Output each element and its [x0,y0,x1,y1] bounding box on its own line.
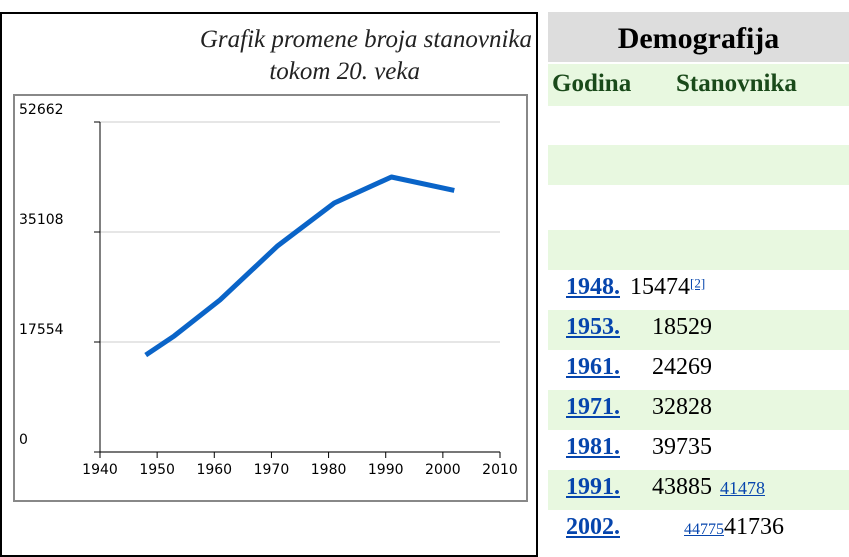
table-row: 1991. 43885 41478 [566,474,765,501]
population: 43885 [652,474,712,500]
table-row-bg [548,390,849,430]
empty-row [548,145,849,185]
year-link[interactable]: 1961. [566,354,620,380]
table-row: 1948. 15474[2] [566,274,705,301]
caption-line: tokom 20. veka [269,58,420,85]
x-tick-label: 1970 [254,462,290,478]
x-tick-label: 1960 [196,462,232,478]
population: 24269 [652,354,712,380]
table-row: 1953. 18529 [566,314,712,341]
year-link[interactable]: 1953. [566,314,620,340]
caption-line: Grafik promene broja stanovnika [199,26,532,53]
header-cell: Godina [552,70,632,97]
table-row-bg [548,470,849,510]
table-row: 1981. 39735 [566,434,712,461]
year-link[interactable]: 1971. [566,394,620,420]
table-title-bg [548,12,849,62]
year-link[interactable]: 1991. [566,474,620,500]
chart: 0 17554 35108 52662 1940 1950 1960 1970 1980 1990… [13,94,528,502]
year-link[interactable]: 1948. [566,274,620,300]
empty-row [548,230,849,270]
chart-border [13,94,528,502]
population: 18529 [652,314,712,340]
year-link[interactable]: 1981. [566,434,620,460]
data-line [144,174,455,358]
table-row-bg [548,310,849,350]
x-tick-label: 1950 [139,462,175,478]
population-link[interactable]: 41478 [720,478,765,498]
x-tick-label: 1990 [368,462,404,478]
table-row: 1971. 32828 [566,394,712,421]
header-row [548,64,849,106]
population: 39735 [652,434,712,460]
x-tick-label: 2010 [482,462,518,478]
x-tick-label: 1980 [311,462,347,478]
table-row: 1961. 24269 [566,354,712,381]
table-row: 2002. 4477541736 [566,514,784,541]
y-tick-label: 0 [19,432,28,448]
x-tick-label: 1940 [82,462,118,478]
x-tick-label: 2000 [425,462,461,478]
population-link[interactable]: 44775 [684,521,724,538]
header-cell: Stanovnika [676,70,797,97]
population: 32828 [652,394,712,420]
y-tick-label: 35108 [19,212,64,228]
population: 41736 [724,514,784,540]
year-link[interactable]: 2002. [566,514,620,540]
y-tick-label: 52662 [19,102,64,118]
reference[interactable]: [2] [690,275,706,291]
population: 15474 [630,274,690,300]
y-tick-label: 17554 [19,322,64,338]
table-title: Demografija [617,22,780,55]
